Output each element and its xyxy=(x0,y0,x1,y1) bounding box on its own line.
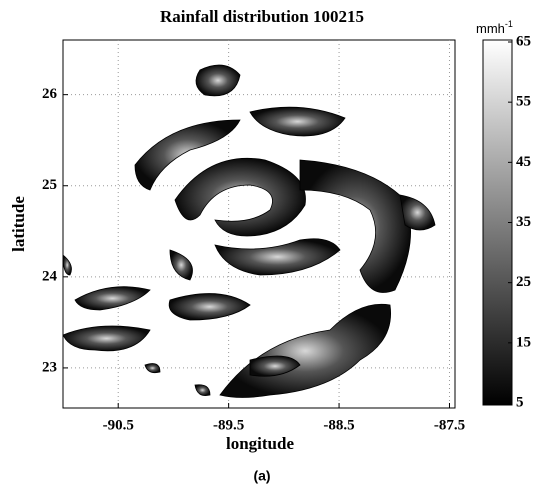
colorbar-tick-label: 65 xyxy=(516,33,531,49)
y-tick-label: 26 xyxy=(42,86,58,102)
x-axis-label: longitude xyxy=(226,434,294,453)
colorbar-tick-label: 15 xyxy=(516,334,531,350)
colorbar-tick-label: 45 xyxy=(516,154,531,170)
colorbar-tick-label: 35 xyxy=(516,214,531,230)
x-tick-label: -88.5 xyxy=(323,417,354,433)
caption: (a) xyxy=(253,468,270,484)
colorbar-unit: mmh-1 xyxy=(476,19,513,36)
colorbar-tick-label: 5 xyxy=(516,394,524,410)
y-tick-label: 23 xyxy=(42,359,57,375)
y-axis-label: latitude xyxy=(9,196,28,252)
colorbar-tick-label: 55 xyxy=(516,94,531,110)
rain-field xyxy=(63,64,436,398)
y-tick-label: 24 xyxy=(42,268,58,284)
y-tick-label: 25 xyxy=(42,177,57,193)
chart-title: Rainfall distribution 100215 xyxy=(160,7,364,26)
x-tick-label: -90.5 xyxy=(103,417,134,433)
x-tick-label: -89.5 xyxy=(213,417,244,433)
colorbar-unit-base: mmh xyxy=(476,21,505,36)
colorbar-unit-exponent: -1 xyxy=(505,19,513,29)
x-tick-label: -87.5 xyxy=(434,417,465,433)
colorbar xyxy=(482,39,513,406)
colorbar-tick-label: 25 xyxy=(516,274,531,290)
